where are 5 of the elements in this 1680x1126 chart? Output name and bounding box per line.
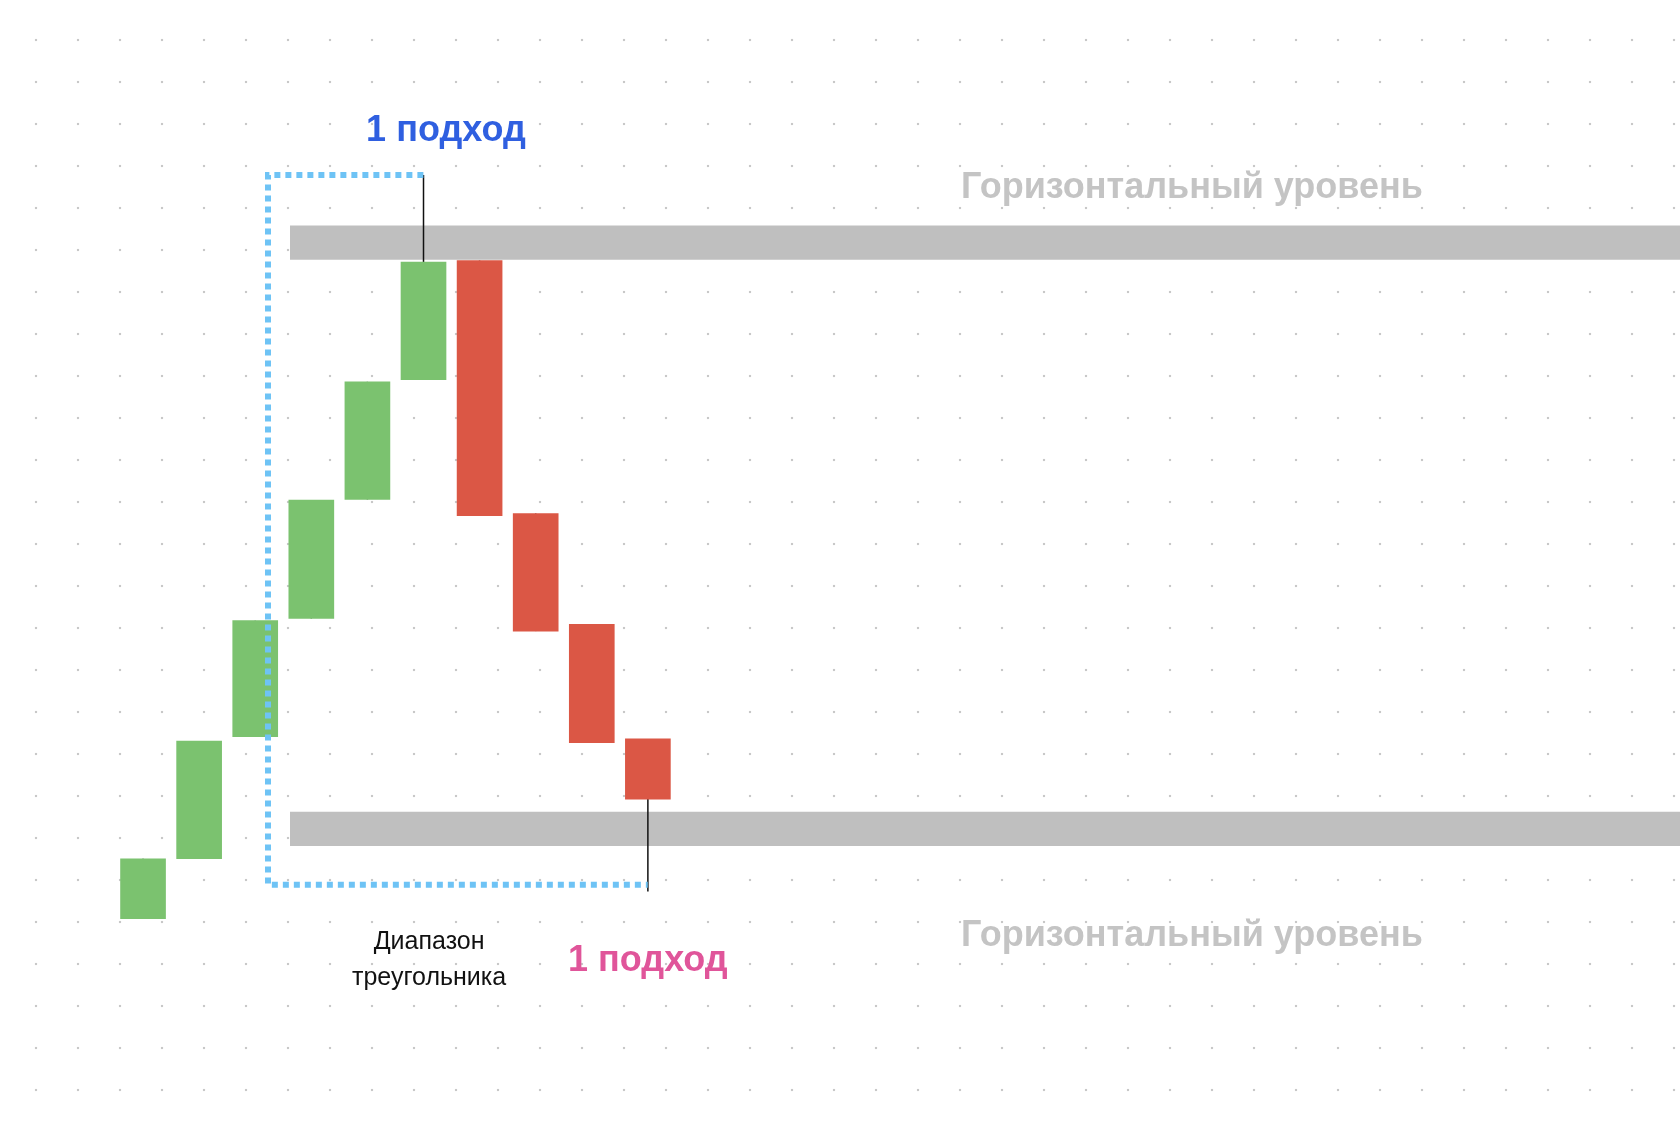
text: 1 подход bbox=[568, 938, 728, 980]
text: Диапазон треугольника bbox=[351, 925, 508, 992]
text: 1 подход bbox=[366, 108, 526, 150]
band-label: Горизонтальный уровень bbox=[961, 913, 1423, 956]
band-label: Горизонтальный уровень bbox=[961, 164, 1423, 207]
